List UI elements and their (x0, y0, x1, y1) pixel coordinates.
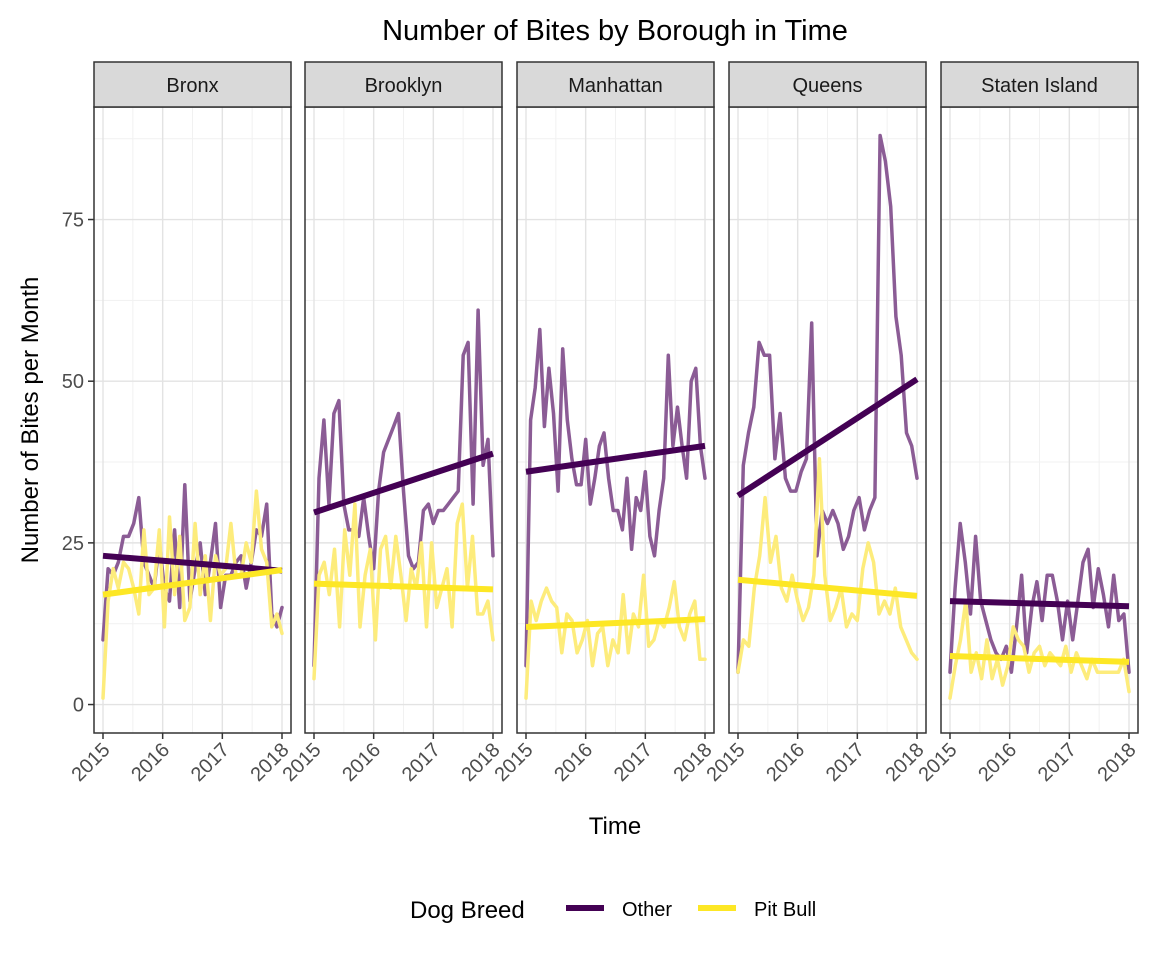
strip-background (516, 61, 715, 108)
strip-background (93, 61, 292, 108)
trend-line-pit-bull (313, 580, 494, 593)
trend-line-other (736, 376, 919, 499)
strip-background (304, 61, 503, 108)
legend: Dog Breed Other Pit Bull (410, 897, 816, 924)
y-axis: 0 25 50 75 (62, 210, 94, 717)
trend-line-pit-bull (737, 576, 918, 599)
trend-line-other (949, 598, 1130, 610)
legend-label-pit-bull: Pit Bull (754, 899, 816, 921)
trend-line-pit-bull (525, 616, 706, 630)
trend-line-other (313, 450, 494, 516)
facet-label-bronx: Bronx (166, 75, 218, 97)
series-line-other (736, 133, 919, 674)
facet-label-brooklyn: Brooklyn (365, 75, 443, 97)
legend-title: Dog Breed (410, 897, 525, 924)
y-tick-label: 25 (62, 533, 84, 555)
y-axis-label: Number of Bites per Month (17, 277, 44, 564)
x-axis-label: Time (589, 813, 641, 840)
series-line-other (524, 327, 707, 668)
facet-label-manhattan: Manhattan (568, 75, 663, 97)
legend-label-other: Other (622, 899, 672, 921)
strip-background (728, 61, 927, 108)
y-tick-label: 75 (62, 210, 84, 232)
y-tick-label: 50 (62, 371, 84, 393)
series-line-pit-bull (948, 599, 1131, 700)
facet-label-queens: Queens (792, 75, 862, 97)
trend-line-other (102, 552, 283, 574)
series-line-pit-bull (524, 573, 707, 700)
facet-label-staten-island: Staten Island (981, 75, 1098, 97)
series-line-pit-bull (312, 502, 495, 681)
strip-background (940, 61, 1139, 108)
trend-line-pit-bull (102, 567, 283, 598)
series-line-pit-bull (736, 457, 919, 674)
chart-title: Number of Bites by Borough in Time (382, 15, 848, 47)
trend-line-other (525, 442, 706, 475)
trend-line-pit-bull (949, 653, 1130, 665)
y-tick-label: 0 (73, 695, 84, 717)
